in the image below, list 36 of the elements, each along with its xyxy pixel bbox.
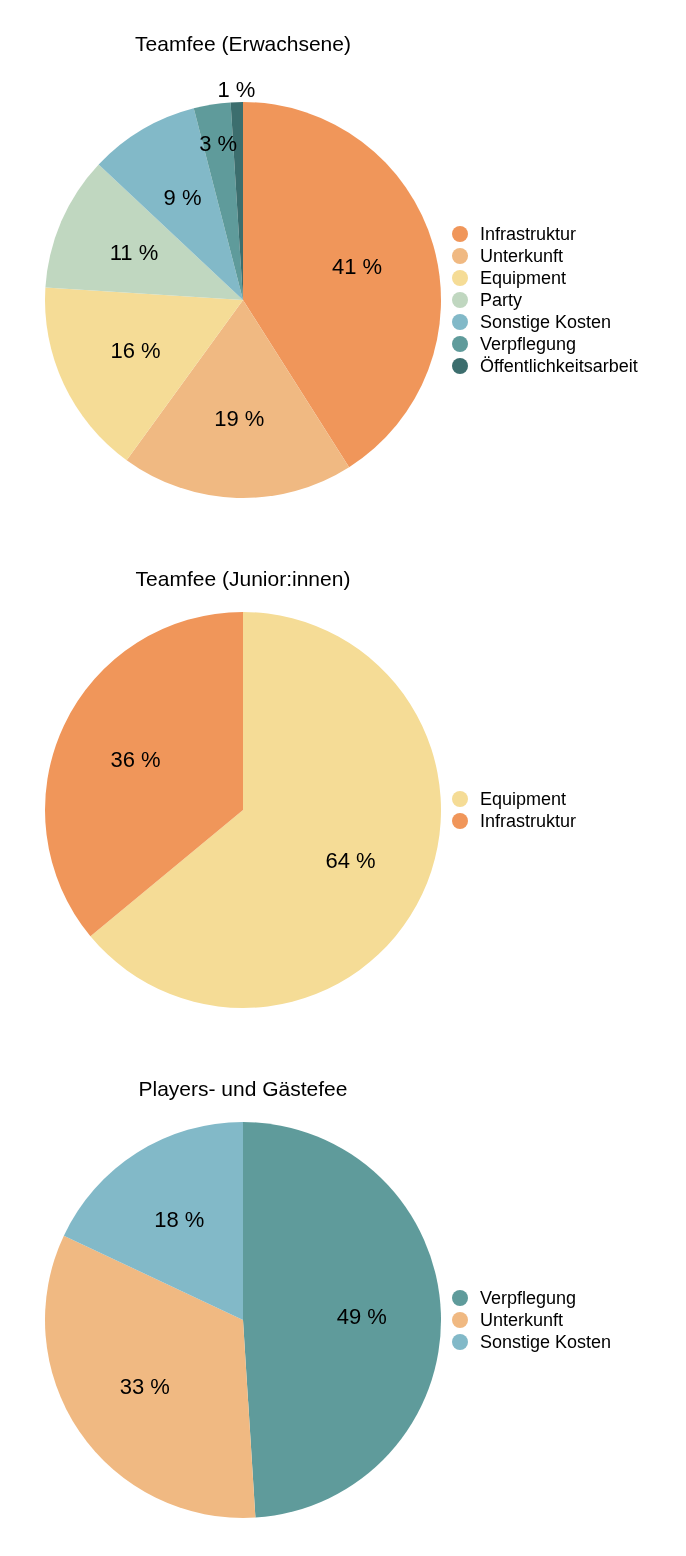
pie-slice [243, 102, 441, 468]
pie-slice [98, 108, 243, 300]
chart-title: Teamfee (Erwachsene) [135, 31, 351, 55]
legend-label: Party [480, 290, 523, 310]
data-label: 11 % [109, 240, 159, 266]
data-label: 1 % [217, 76, 256, 102]
legend-label: Verpflegung [480, 1288, 577, 1308]
legend-label: Unterkunft [480, 1310, 564, 1330]
legend-label: Infrastruktur [480, 811, 577, 831]
legend-label: Öffentlichkeitsarbeit [480, 356, 638, 376]
legend-label: Equipment [480, 789, 567, 809]
chart-title: Teamfee (Junior:innen) [135, 567, 351, 590]
data-label: 18 % [154, 1207, 205, 1233]
legend-label: Equipment [480, 268, 567, 288]
pie-slice [45, 612, 243, 937]
data-label: 3 % [199, 130, 238, 156]
data-label: 36 % [110, 746, 161, 772]
legend-label: Sonstige Kosten [480, 312, 612, 332]
pie-slice [45, 164, 243, 300]
pie-slice [63, 1122, 243, 1320]
legend-label: Infrastruktur [480, 224, 577, 244]
data-label: 16 % [110, 338, 161, 364]
data-label: 33 % [119, 1374, 170, 1400]
data-label: 19 % [214, 406, 265, 432]
data-label: 9 % [163, 185, 202, 211]
chart-title: Players- und Gästefee [138, 1077, 348, 1100]
legend-label: Verpflegung [480, 334, 577, 354]
data-label: 41 % [332, 254, 383, 280]
pie-slice [243, 1122, 441, 1518]
pie-slice [45, 1235, 256, 1518]
data-label: 49 % [336, 1303, 387, 1329]
pie-slice [90, 612, 441, 1008]
data-label: 64 % [325, 848, 376, 874]
legend-label: Unterkunft [480, 246, 564, 266]
pie-slice [45, 287, 243, 461]
legend-label: Sonstige Kosten [480, 1332, 612, 1352]
